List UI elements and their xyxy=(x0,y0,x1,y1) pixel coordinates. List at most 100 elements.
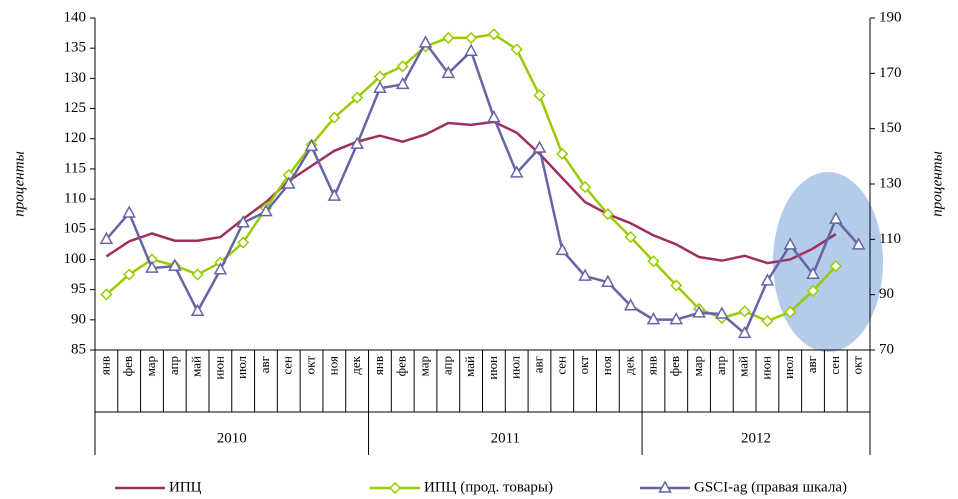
marker xyxy=(418,35,433,48)
x-tick-label: фев xyxy=(394,356,409,376)
x-tick-label: янв xyxy=(97,356,112,375)
x-tick-label: мар xyxy=(143,356,158,376)
series-line xyxy=(105,40,860,336)
group-label: 2011 xyxy=(491,430,520,446)
marker xyxy=(509,165,524,178)
marker xyxy=(99,231,114,245)
marker xyxy=(281,176,296,189)
marker xyxy=(601,274,615,287)
x-tick-label: окт xyxy=(850,356,865,375)
marker xyxy=(395,76,410,90)
x-tick-label: янв xyxy=(371,356,386,375)
group-label: 2012 xyxy=(741,430,771,446)
legend-marker xyxy=(388,481,402,495)
y-tick-label: 130 xyxy=(64,70,87,86)
marker xyxy=(670,279,683,292)
legend-label: ИПЦ xyxy=(169,479,202,495)
marker xyxy=(100,288,113,301)
x-tick-label: май xyxy=(736,356,751,377)
series-line xyxy=(105,120,837,265)
y2-tick-label: 90 xyxy=(879,286,894,302)
marker xyxy=(213,262,228,275)
x-tick-label: сен xyxy=(280,356,295,375)
x-tick-label: фев xyxy=(667,356,682,376)
x-tick-label: сен xyxy=(553,356,568,375)
y-tick-label: 85 xyxy=(71,341,86,357)
x-tick-label: ноя xyxy=(599,356,614,375)
marker xyxy=(623,298,638,311)
x-tick-label: авг xyxy=(257,356,272,373)
x-tick-label: дек xyxy=(348,355,363,374)
marker xyxy=(487,28,500,41)
marker xyxy=(465,31,478,44)
marker xyxy=(328,111,341,124)
marker xyxy=(123,268,136,281)
marker xyxy=(555,242,570,256)
marker xyxy=(327,188,342,201)
x-tick-label: июл xyxy=(781,355,796,378)
y-tick-label: 100 xyxy=(64,251,87,267)
x-tick-label: июн xyxy=(211,356,226,380)
marker xyxy=(784,305,797,319)
y-tick-label: 105 xyxy=(64,221,87,237)
marker xyxy=(737,325,752,339)
marker xyxy=(532,140,547,153)
marker xyxy=(647,255,660,268)
marker xyxy=(190,303,205,317)
x-tick-label: окт xyxy=(576,356,591,375)
y2-tick-label: 150 xyxy=(879,120,902,136)
x-tick-label: фев xyxy=(120,356,135,376)
x-tick-label: июн xyxy=(485,356,500,380)
x-tick-label: дек xyxy=(622,355,637,374)
marker xyxy=(259,204,273,217)
x-tick-label: мар xyxy=(690,356,705,376)
marker xyxy=(761,314,774,328)
x-tick-label: май xyxy=(189,356,204,377)
marker xyxy=(646,312,661,325)
y2-tick-label: 110 xyxy=(879,231,901,247)
marker xyxy=(738,305,751,318)
marker xyxy=(351,91,364,104)
y-tick-label: 120 xyxy=(64,130,87,146)
x-tick-label: мар xyxy=(416,356,431,376)
y-tick-label: 90 xyxy=(71,311,86,327)
marker xyxy=(806,284,820,297)
marker xyxy=(715,306,729,319)
marker xyxy=(829,260,842,273)
marker xyxy=(669,312,684,325)
marker xyxy=(396,60,409,73)
marker xyxy=(760,273,775,286)
y-axis-label: проценты xyxy=(11,151,27,216)
marker xyxy=(601,208,614,221)
marker xyxy=(851,237,866,250)
marker xyxy=(487,110,501,123)
legend-marker xyxy=(658,480,672,493)
x-tick-label: май xyxy=(462,356,477,377)
y-tick-label: 135 xyxy=(64,40,87,56)
x-tick-label: июн xyxy=(758,356,773,380)
y2-tick-label: 170 xyxy=(879,65,902,81)
marker xyxy=(442,31,455,44)
x-tick-label: апр xyxy=(166,356,181,375)
x-tick-label: авг xyxy=(530,356,545,373)
marker xyxy=(464,43,478,56)
marker xyxy=(122,205,136,218)
marker xyxy=(510,43,523,56)
marker xyxy=(783,237,797,250)
marker xyxy=(441,65,456,79)
x-tick-label: сен xyxy=(827,356,842,375)
marker xyxy=(829,211,843,224)
x-tick-label: окт xyxy=(303,356,318,375)
marker xyxy=(191,268,204,281)
y-tick-label: 95 xyxy=(71,281,86,297)
y-tick-label: 115 xyxy=(64,160,86,176)
x-tick-label: янв xyxy=(644,356,659,375)
y-tick-label: 125 xyxy=(64,100,87,116)
highlight xyxy=(773,172,883,352)
y-tick-label: 140 xyxy=(64,9,87,25)
marker xyxy=(236,215,250,228)
marker xyxy=(533,89,546,102)
y2-tick-label: 70 xyxy=(879,341,894,357)
x-tick-label: июл xyxy=(234,355,249,378)
